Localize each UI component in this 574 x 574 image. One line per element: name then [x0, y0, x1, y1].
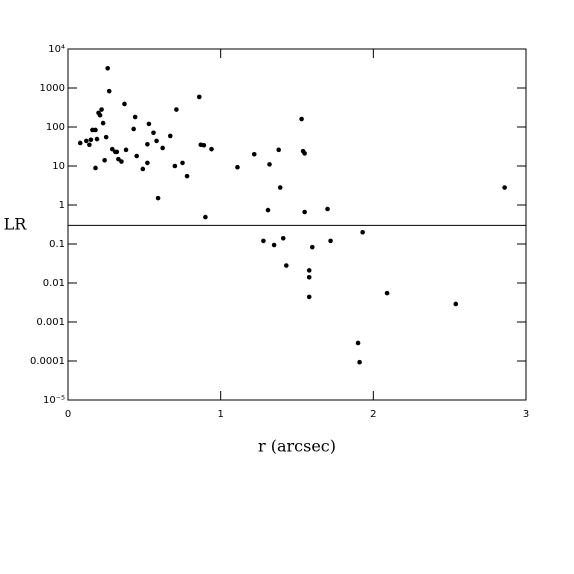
point	[306, 268, 312, 273]
point	[277, 185, 283, 190]
point	[77, 140, 83, 146]
point	[140, 166, 146, 172]
y-tick-label: 10	[52, 161, 65, 172]
point	[99, 107, 104, 112]
point	[123, 147, 129, 153]
point	[196, 94, 202, 100]
point	[180, 160, 185, 166]
point	[119, 159, 124, 164]
y-tick-label: 0.0001	[30, 356, 65, 367]
point	[122, 101, 127, 107]
point	[100, 120, 106, 126]
point	[146, 121, 152, 127]
point	[306, 294, 312, 300]
y-tick-label: 0.01	[43, 278, 65, 289]
point	[203, 214, 208, 220]
point	[267, 162, 272, 167]
point	[209, 146, 214, 152]
point	[328, 238, 333, 244]
point	[251, 151, 257, 157]
point	[306, 275, 312, 280]
point	[302, 151, 307, 156]
y-tick-label: 100	[46, 122, 65, 133]
y-tick-label: 10⁴	[48, 44, 65, 55]
point	[102, 158, 107, 163]
point	[302, 209, 307, 215]
point	[97, 112, 103, 118]
point	[184, 173, 190, 179]
point	[280, 236, 286, 241]
point	[174, 107, 179, 112]
point	[151, 130, 156, 136]
point	[105, 65, 110, 71]
point	[87, 142, 92, 148]
point	[145, 142, 150, 147]
y-tick-label: 0.001	[36, 317, 65, 328]
point	[160, 145, 165, 151]
point	[357, 359, 362, 365]
x-tick-label: 2	[370, 409, 376, 420]
y-tick-label: 1000	[40, 83, 65, 94]
point	[235, 164, 240, 170]
point	[360, 229, 365, 235]
point	[265, 207, 271, 213]
point	[299, 116, 304, 122]
point	[93, 165, 98, 171]
point	[155, 195, 161, 201]
point	[271, 242, 277, 248]
point	[502, 185, 507, 190]
point	[132, 114, 138, 120]
x-tick-label: 0	[65, 409, 71, 420]
plot-frame	[67, 48, 527, 401]
x-tick-label: 1	[217, 409, 223, 420]
point	[131, 126, 136, 132]
point	[93, 127, 98, 133]
point	[167, 133, 173, 139]
point	[309, 244, 315, 250]
x-axis-title: r (arcsec)	[258, 437, 336, 456]
point	[261, 238, 266, 244]
y-tick-label: 10⁻⁵	[43, 395, 65, 406]
point	[106, 88, 112, 94]
point	[134, 153, 139, 159]
point	[154, 138, 159, 144]
y-axis-title: LR	[4, 215, 28, 234]
point	[84, 138, 89, 144]
y-tick-label: 0.1	[49, 239, 65, 250]
x-tick-label: 3	[523, 409, 529, 420]
point	[88, 137, 94, 143]
point	[172, 163, 178, 169]
point	[453, 301, 459, 307]
point	[325, 206, 330, 212]
point	[109, 146, 115, 152]
point	[201, 142, 207, 148]
point	[94, 136, 100, 142]
point	[276, 147, 281, 153]
point	[355, 340, 361, 346]
point	[384, 290, 390, 296]
point	[103, 134, 109, 140]
point	[114, 149, 120, 155]
y-tick-label: 1	[59, 200, 65, 211]
point	[145, 160, 150, 166]
point	[284, 263, 289, 268]
